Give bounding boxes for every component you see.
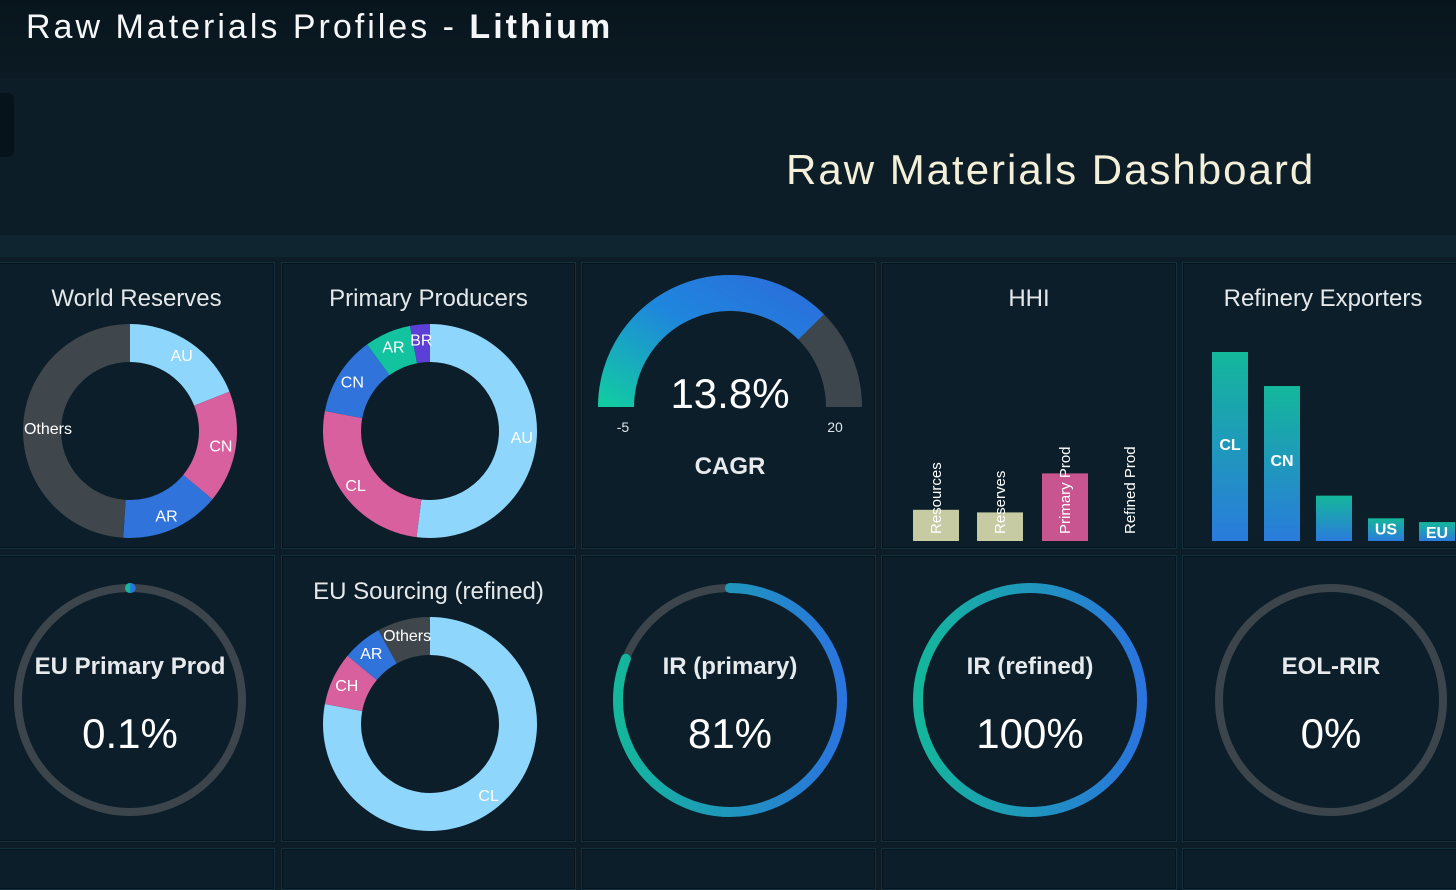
donut-label-others: Others: [24, 421, 72, 438]
refinery-exporters-bar-chart[interactable]: CLCNARUSEU: [1183, 263, 1456, 548]
app-title: Raw Materials Profiles - Lithium: [26, 8, 613, 47]
header-divider-band: [0, 235, 1456, 257]
donut-label-cn: CN: [209, 438, 232, 455]
ring-value: 0.1%: [82, 710, 178, 757]
gauge-min-label: -5: [617, 419, 630, 435]
donut-label-cn: CN: [341, 375, 364, 392]
donut-label-ar: AR: [382, 340, 404, 357]
ring-label: EOL-RIR: [1282, 653, 1381, 680]
ring-label: IR (refined): [967, 653, 1094, 680]
tile-eol-rir[interactable]: EOL-RIR 0%: [1182, 555, 1456, 842]
ir-primary-ring[interactable]: IR (primary) 81%: [582, 556, 875, 841]
donut-label-cl: CL: [345, 478, 366, 495]
tile-row3-2[interactable]: [281, 848, 576, 890]
donut-label-ch: CH: [335, 678, 358, 695]
ring-label: IR (primary): [663, 653, 798, 680]
tile-row3-4[interactable]: [881, 848, 1177, 890]
dashboard-title: Raw Materials Dashboard: [786, 146, 1315, 194]
exporter-label-us: US: [1375, 521, 1398, 538]
ring-track: [1219, 588, 1443, 812]
eol-rir-ring[interactable]: EOL-RIR 0%: [1183, 556, 1456, 841]
donut-label-au: AU: [511, 430, 533, 447]
ring-value: 100%: [976, 710, 1083, 757]
tile-refinery-exporters[interactable]: Refinery Exporters CLCNARUSEU: [1182, 262, 1456, 549]
donut-label-au: AU: [171, 348, 193, 365]
donut-label-others: Others: [383, 628, 431, 645]
app-title-prefix: Raw Materials Profiles -: [26, 8, 469, 46]
ring-value: 81%: [688, 710, 772, 757]
donut-label-ar: AR: [155, 508, 177, 525]
exporter-bar-ar[interactable]: [1316, 496, 1352, 541]
ring-progress: [918, 588, 1142, 812]
ring-track: [18, 588, 242, 812]
app-title-material: Lithium: [469, 8, 613, 46]
tile-cagr[interactable]: 13.8% -5 20 CAGR: [581, 262, 876, 549]
hhi-label-resources: Resources: [928, 462, 945, 534]
top-bar: Raw Materials Profiles - Lithium: [0, 0, 1456, 78]
donut-label-cl: CL: [478, 788, 499, 805]
cagr-gauge[interactable]: 13.8% -5 20 CAGR: [582, 263, 875, 548]
side-tab-handle[interactable]: [0, 93, 14, 157]
hhi-label-reserves: Reserves: [992, 471, 1009, 534]
cagr-value: 13.8%: [670, 370, 789, 417]
tile-eu-primary-prod[interactable]: EU Primary Prod 0.1%: [0, 555, 275, 842]
tile-row3-1[interactable]: [0, 848, 275, 890]
hhi-label-primary-prod: Primary Prod: [1057, 446, 1074, 534]
tile-ir-primary[interactable]: IR (primary) 81%: [581, 555, 876, 842]
ring-value: 0%: [1301, 710, 1362, 757]
hhi-label-refined-prod: Refined Prod: [1122, 446, 1139, 534]
donut-slice-cl[interactable]: [323, 411, 421, 537]
tile-row3-3[interactable]: [581, 848, 876, 890]
donut-label-ar: AR: [360, 646, 382, 663]
eu-primary-prod-ring[interactable]: EU Primary Prod 0.1%: [0, 556, 274, 841]
world-reserves-donut[interactable]: AU CN AR Others: [0, 263, 274, 548]
ring-label: EU Primary Prod: [35, 653, 226, 680]
gauge-max-label: 20: [827, 419, 843, 435]
tile-row3-5[interactable]: [1182, 848, 1456, 890]
primary-producers-donut[interactable]: AU CL CN AR BR: [282, 263, 575, 548]
donut-label-br: BR: [410, 332, 432, 349]
exporter-label-cn: CN: [1270, 453, 1293, 470]
ir-refined-ring[interactable]: IR (refined) 100%: [882, 556, 1176, 841]
hhi-bar-chart[interactable]: Resources Reserves Primary Prod Refined Pro…: [882, 263, 1176, 548]
tile-ir-refined[interactable]: IR (refined) 100%: [881, 555, 1177, 842]
exporter-label-cl: CL: [1219, 437, 1241, 454]
cagr-label: CAGR: [695, 453, 766, 480]
exporter-label-eu: EU: [1426, 525, 1448, 542]
